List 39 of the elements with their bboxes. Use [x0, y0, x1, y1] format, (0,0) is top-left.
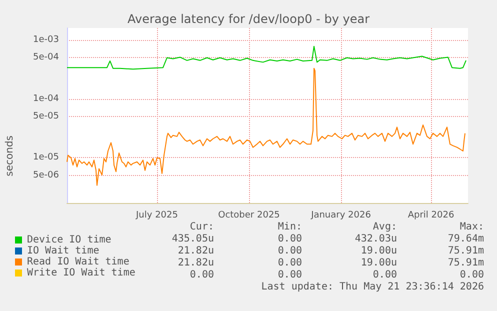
y-tick-label: 5e-04: [33, 52, 60, 63]
legend-label: Write IO Wait time: [27, 268, 136, 278]
y-tick-label: 5e-05: [33, 112, 59, 122]
y-tick-label: 1e-03: [33, 35, 59, 46]
text: Min:: [278, 222, 302, 232]
text: 0.00: [460, 270, 484, 280]
text: 0.00: [190, 270, 214, 280]
text: 21.82u: [178, 258, 214, 268]
text: Max:: [460, 222, 484, 232]
text: 435.05u: [172, 234, 214, 244]
y-tick-label: 1e-05: [33, 152, 59, 163]
line-series: [66, 46, 466, 70]
chart-title: Average latency for /dev/loop0 - by year: [127, 12, 370, 26]
text: 432.03u: [354, 234, 397, 244]
text: 79.64m: [448, 234, 484, 244]
text: 0.00: [278, 234, 302, 244]
x-tick-label: July 2025: [135, 210, 178, 220]
text: 0.00: [278, 246, 302, 256]
x-tick-label: October 2025: [218, 210, 280, 220]
text: Cur:: [190, 222, 214, 232]
y-tick-label: 1e-04: [33, 94, 60, 104]
text: 0.00: [278, 270, 302, 280]
y-axis-title: seconds: [4, 136, 16, 176]
text: Avg:: [372, 222, 397, 232]
x-tick-label: January 2026: [310, 210, 372, 220]
line-series: [66, 68, 466, 186]
text: 0.00: [372, 270, 397, 280]
text: Last update: Thu May 21 23:36:14 2026: [261, 282, 484, 292]
text: 21.82u: [178, 246, 214, 256]
legend-label: Device IO time: [27, 234, 112, 246]
y-tick-label: 5e-06: [33, 170, 60, 180]
text: 19.00u: [360, 258, 397, 268]
legend-label: Read IO Wait time: [27, 256, 130, 268]
legend-label: IO Wait time: [27, 246, 100, 256]
text: 19.00u: [360, 246, 397, 256]
text: 0.00: [278, 258, 302, 268]
text: 75.91m: [448, 258, 484, 268]
x-tick-label: April 2026: [408, 210, 454, 220]
text: 75.91m: [448, 246, 484, 256]
